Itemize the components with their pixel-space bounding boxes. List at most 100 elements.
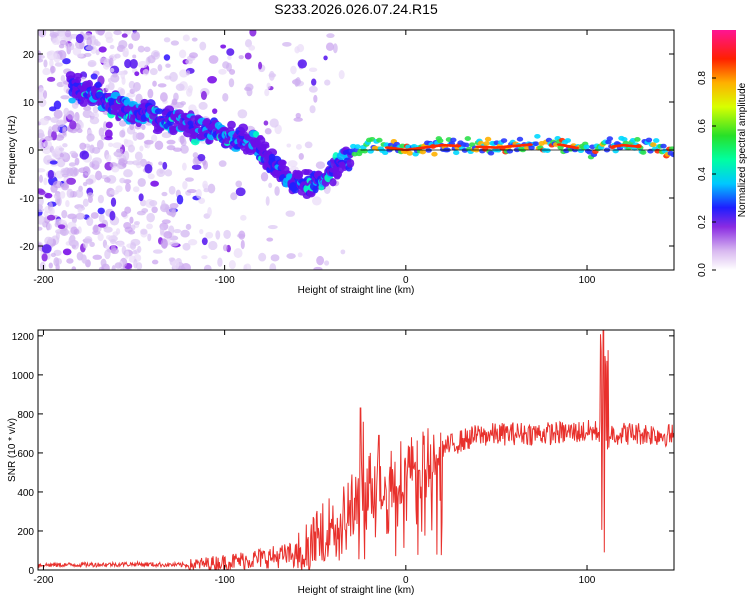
noise-blob — [185, 223, 192, 230]
noise-blob — [191, 164, 202, 170]
noise-blob — [212, 108, 218, 114]
noise-blob — [113, 150, 123, 158]
ridge-blob — [564, 138, 572, 143]
noise-blob — [90, 212, 99, 219]
ridge-blob — [534, 133, 541, 139]
noise-blob — [109, 44, 115, 50]
noise-blob — [79, 121, 84, 129]
noise-blob — [237, 109, 248, 119]
noise-blob — [132, 54, 137, 59]
noise-blob — [55, 134, 65, 141]
noise-blob — [83, 106, 92, 111]
noise-blob — [187, 239, 198, 246]
noise-blob — [163, 231, 173, 239]
noise-blob — [62, 128, 67, 136]
noise-blob — [238, 55, 244, 60]
noise-blob — [132, 160, 142, 166]
noise-blob — [227, 55, 232, 61]
noise-blob — [47, 169, 55, 180]
ridge-blob — [516, 136, 524, 142]
noise-blob — [97, 194, 104, 204]
noise-blob — [79, 142, 87, 150]
noise-blob — [286, 143, 292, 148]
noise-blob — [87, 60, 97, 67]
noise-blob — [269, 118, 279, 128]
noise-blob — [44, 192, 53, 199]
noise-blob — [208, 240, 218, 251]
noise-blob — [229, 68, 236, 75]
noise-blob — [146, 223, 153, 230]
noise-blob — [192, 152, 199, 159]
noise-blob — [140, 228, 148, 235]
ridge-blob — [361, 148, 369, 154]
x-tick-label: 100 — [579, 575, 596, 586]
noise-blob — [67, 42, 75, 51]
ridge-blob — [639, 150, 647, 155]
noise-blob — [264, 88, 270, 97]
noise-blob — [54, 62, 63, 67]
noise-blob — [89, 112, 98, 117]
noise-blob — [53, 257, 60, 267]
noise-blob — [97, 207, 105, 215]
noise-blob — [258, 252, 267, 262]
noise-blob — [38, 133, 45, 139]
snr-x-ticks: -200 -100 0 100 — [33, 330, 596, 586]
noise-blob — [38, 54, 46, 59]
noise-blob — [132, 249, 138, 255]
noise-blob — [226, 48, 235, 56]
noise-blob — [182, 34, 190, 42]
noise-blob — [282, 41, 292, 47]
noise-blob — [104, 129, 113, 139]
noise-blob — [130, 238, 141, 246]
noise-blob — [129, 216, 134, 224]
noise-blob — [161, 219, 171, 224]
noise-blob — [173, 229, 182, 234]
noise-blob — [38, 196, 44, 206]
noise-blob — [157, 83, 167, 88]
ridge-blob — [74, 76, 82, 84]
noise-blob — [123, 138, 129, 144]
noise-blob — [137, 45, 145, 53]
noise-blob — [308, 85, 318, 93]
noise-blob — [104, 177, 111, 183]
noise-blob — [68, 162, 76, 167]
noise-blob — [38, 207, 45, 213]
noise-blob — [59, 228, 69, 236]
noise-blob — [46, 214, 56, 221]
noise-blob — [53, 53, 61, 63]
ridge-core — [526, 143, 533, 147]
noise-blob — [182, 242, 191, 251]
noise-blob — [178, 49, 187, 59]
noise-blob — [297, 252, 303, 258]
noise-blob — [207, 207, 212, 217]
noise-blob — [135, 132, 145, 140]
noise-blob — [138, 193, 144, 202]
colorbar-tick-label: 0.4 — [697, 167, 708, 181]
y-tick-label: 0 — [28, 566, 34, 577]
noise-blob — [170, 40, 180, 46]
noise-blob — [125, 182, 131, 193]
noise-blob — [38, 30, 47, 38]
noise-blob — [215, 230, 221, 240]
noise-blob — [326, 33, 335, 39]
noise-blob — [131, 31, 141, 42]
noise-blob — [115, 185, 123, 193]
ridge-core — [573, 146, 580, 150]
noise-blob — [62, 143, 68, 148]
noise-blob — [132, 131, 139, 141]
spectrogram-x-ticks: -200 -100 0 100 — [33, 30, 596, 286]
noise-blob — [324, 79, 331, 86]
noise-blob — [95, 41, 101, 47]
noise-blob — [222, 93, 229, 102]
noise-blob — [149, 68, 158, 76]
ridge-core — [455, 144, 462, 148]
ridge-blob — [506, 148, 514, 154]
noise-blob — [92, 157, 102, 165]
noise-blob — [95, 49, 100, 56]
noise-blob — [41, 253, 48, 262]
noise-blob — [58, 43, 65, 49]
noise-blob — [270, 254, 280, 262]
noise-blob — [151, 259, 159, 265]
noise-blob — [107, 82, 115, 91]
